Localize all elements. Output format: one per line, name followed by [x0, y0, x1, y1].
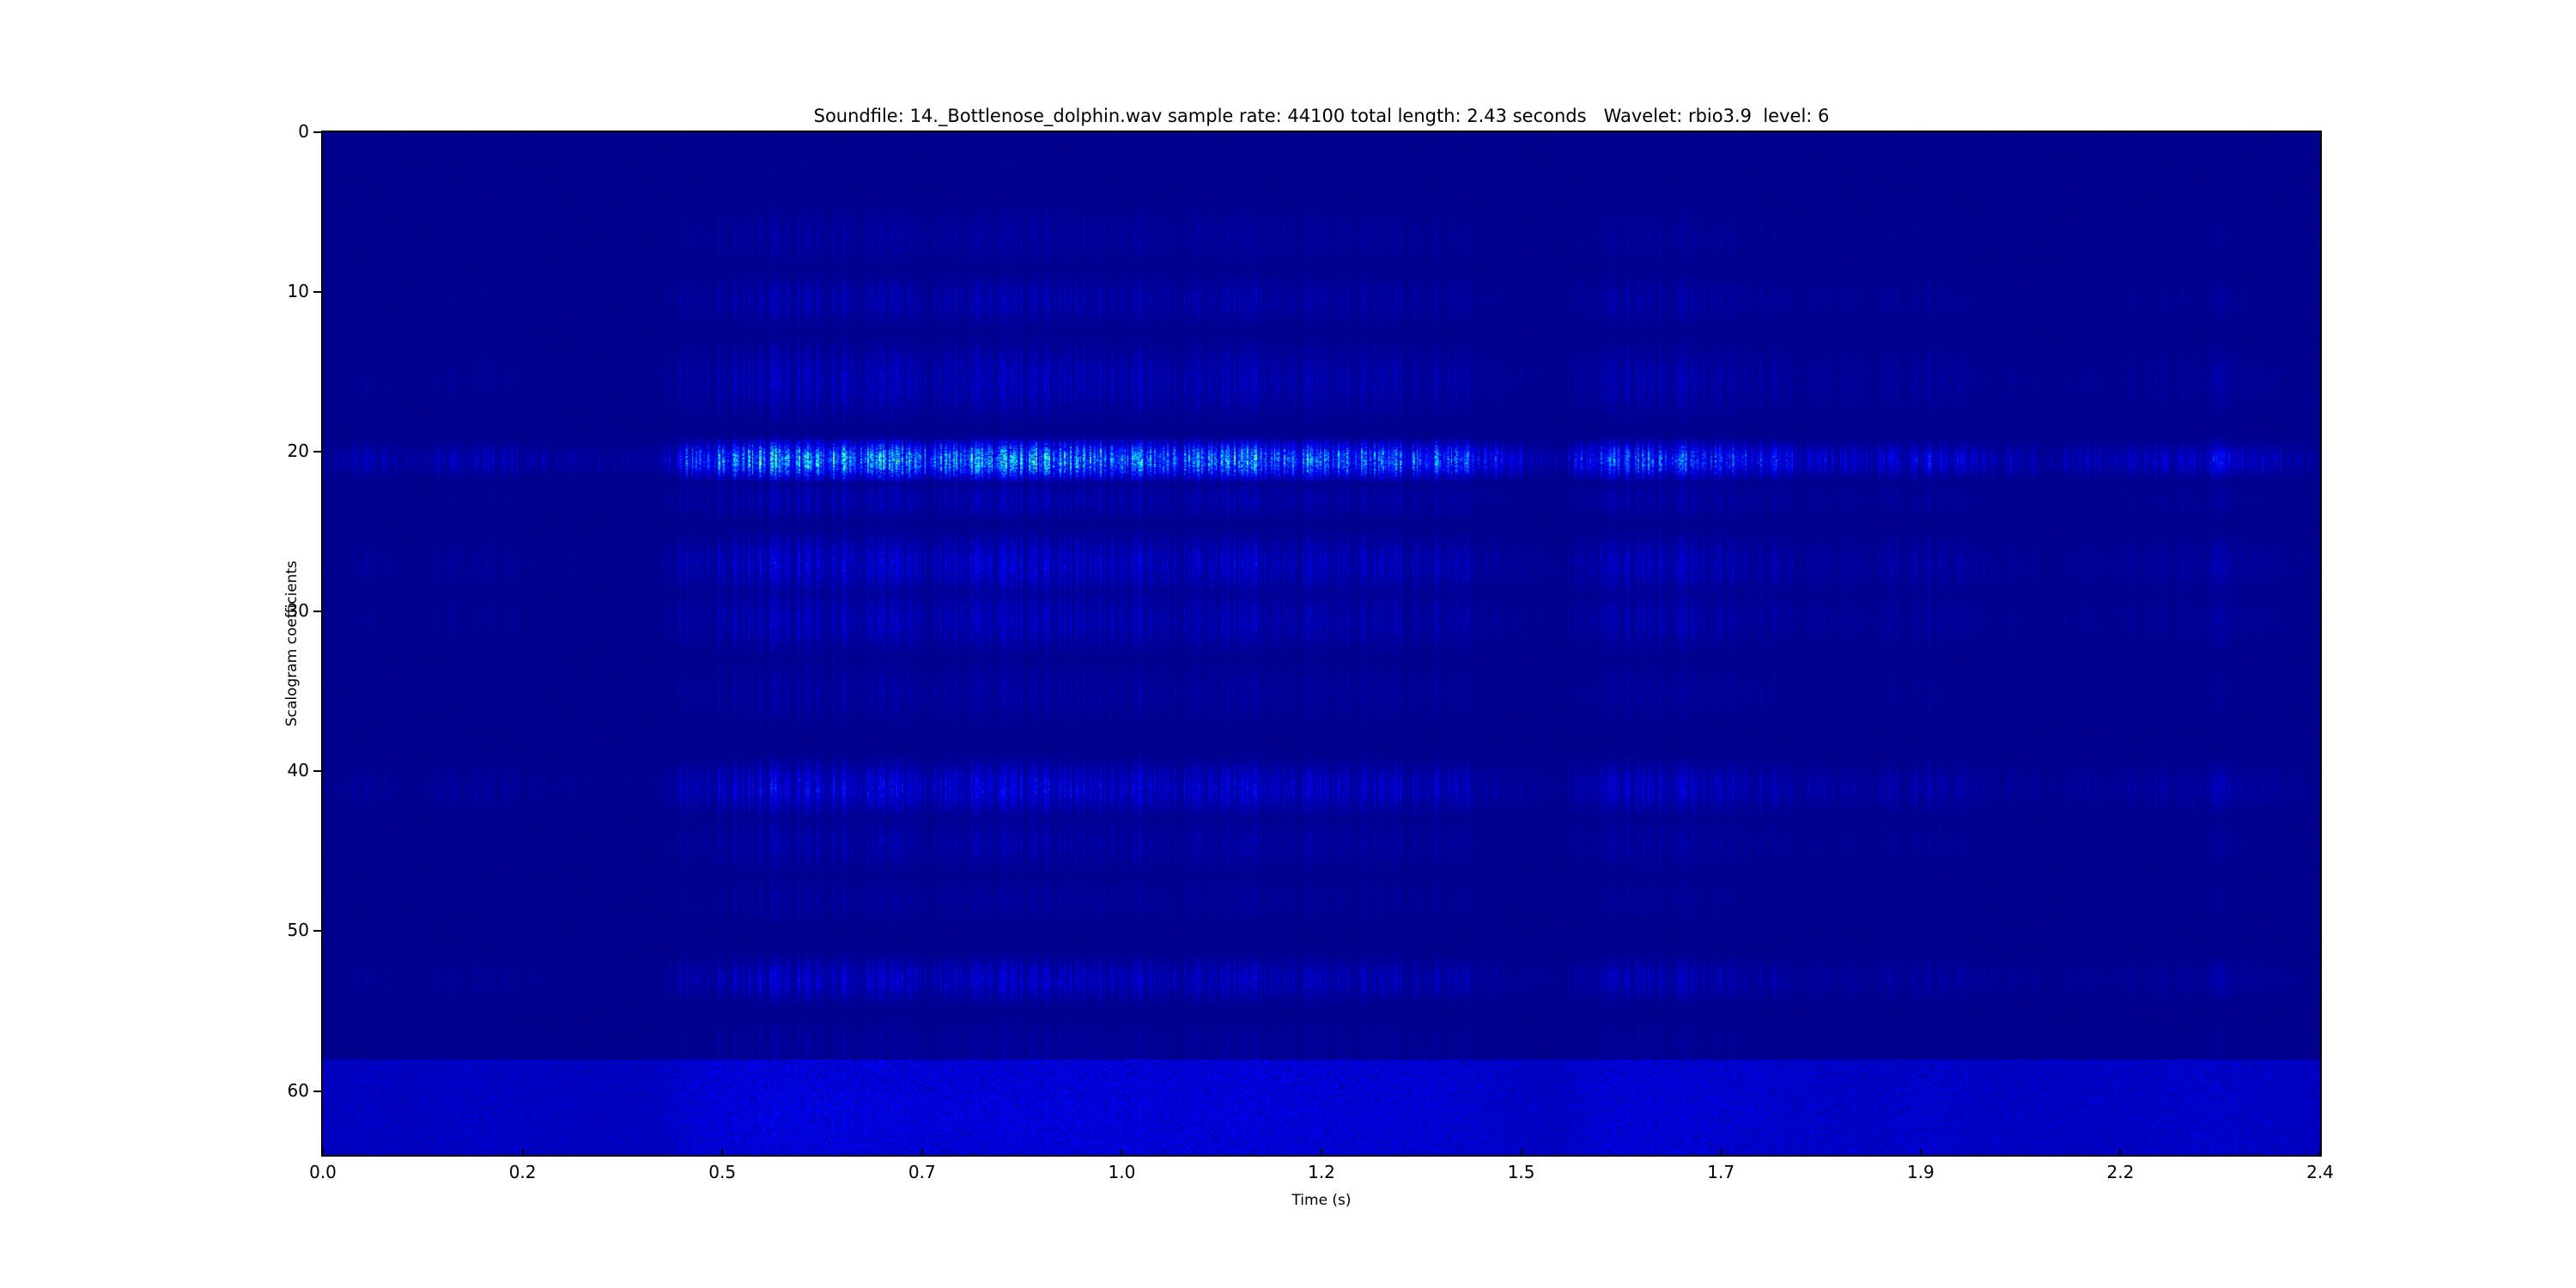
y-tick-mark	[313, 291, 321, 294]
x-tick-label: 0.2	[508, 1162, 537, 1182]
x-tick-label: 2.4	[2306, 1162, 2334, 1182]
x-tick-mark	[1121, 1149, 1123, 1157]
x-tick-label: 1.9	[1906, 1162, 1935, 1182]
y-tick-label: 40	[287, 760, 309, 781]
x-tick-mark	[920, 1149, 923, 1157]
x-axis-ticks: 0.0 0.2 0.5 0.7 1.0 1.2 1.5 1.7 1.9 2.2 2.4	[309, 1149, 2334, 1208]
scalogram-axes	[321, 131, 2322, 1157]
x-tick-mark	[2319, 1149, 2321, 1157]
x-tick-label: 1.7	[1707, 1162, 1735, 1182]
x-tick-label: 2.2	[2106, 1162, 2135, 1182]
x-tick-mark	[1321, 1149, 1322, 1157]
x-tick-mark	[521, 1149, 524, 1157]
y-tick-label: 60	[287, 1079, 309, 1101]
x-tick-mark	[721, 1149, 724, 1157]
x-tick-label: 1.2	[1308, 1162, 1335, 1182]
x-axis-label: Time (s)	[1291, 1192, 1352, 1209]
x-tick-mark	[322, 1149, 324, 1157]
x-tick-label: 0.0	[309, 1162, 337, 1182]
page-title: Soundfile: 14._Bottlenose_dolphin.wav sa…	[813, 106, 1830, 126]
y-axis-ticks: 0 10 20 30 40 50 60	[0, 121, 321, 1157]
y-tick-mark	[313, 611, 321, 613]
y-tick-mark	[313, 770, 321, 773]
x-tick-mark	[1919, 1149, 1922, 1157]
x-tick-label: 0.7	[908, 1162, 936, 1182]
y-tick-label: 20	[287, 440, 309, 462]
y-tick-label: 0	[298, 121, 309, 142]
y-tick-mark	[313, 451, 321, 453]
x-tick-mark	[2119, 1149, 2122, 1157]
y-tick-label: 10	[287, 281, 309, 302]
x-tick-label: 1.0	[1108, 1162, 1136, 1182]
y-tick-mark	[313, 1090, 321, 1092]
y-tick-mark	[313, 131, 321, 133]
scalogram-heatmap	[323, 132, 2320, 1155]
x-tick-mark	[1520, 1149, 1522, 1157]
x-tick-label: 0.5	[708, 1162, 737, 1182]
y-tick-mark	[313, 930, 321, 933]
x-tick-mark	[1720, 1149, 1722, 1157]
y-tick-label: 50	[287, 920, 309, 941]
y-axis-label: Scalogram coefficients	[283, 560, 301, 727]
y-tick-label: 30	[287, 600, 309, 622]
x-tick-label: 1.5	[1507, 1162, 1535, 1182]
